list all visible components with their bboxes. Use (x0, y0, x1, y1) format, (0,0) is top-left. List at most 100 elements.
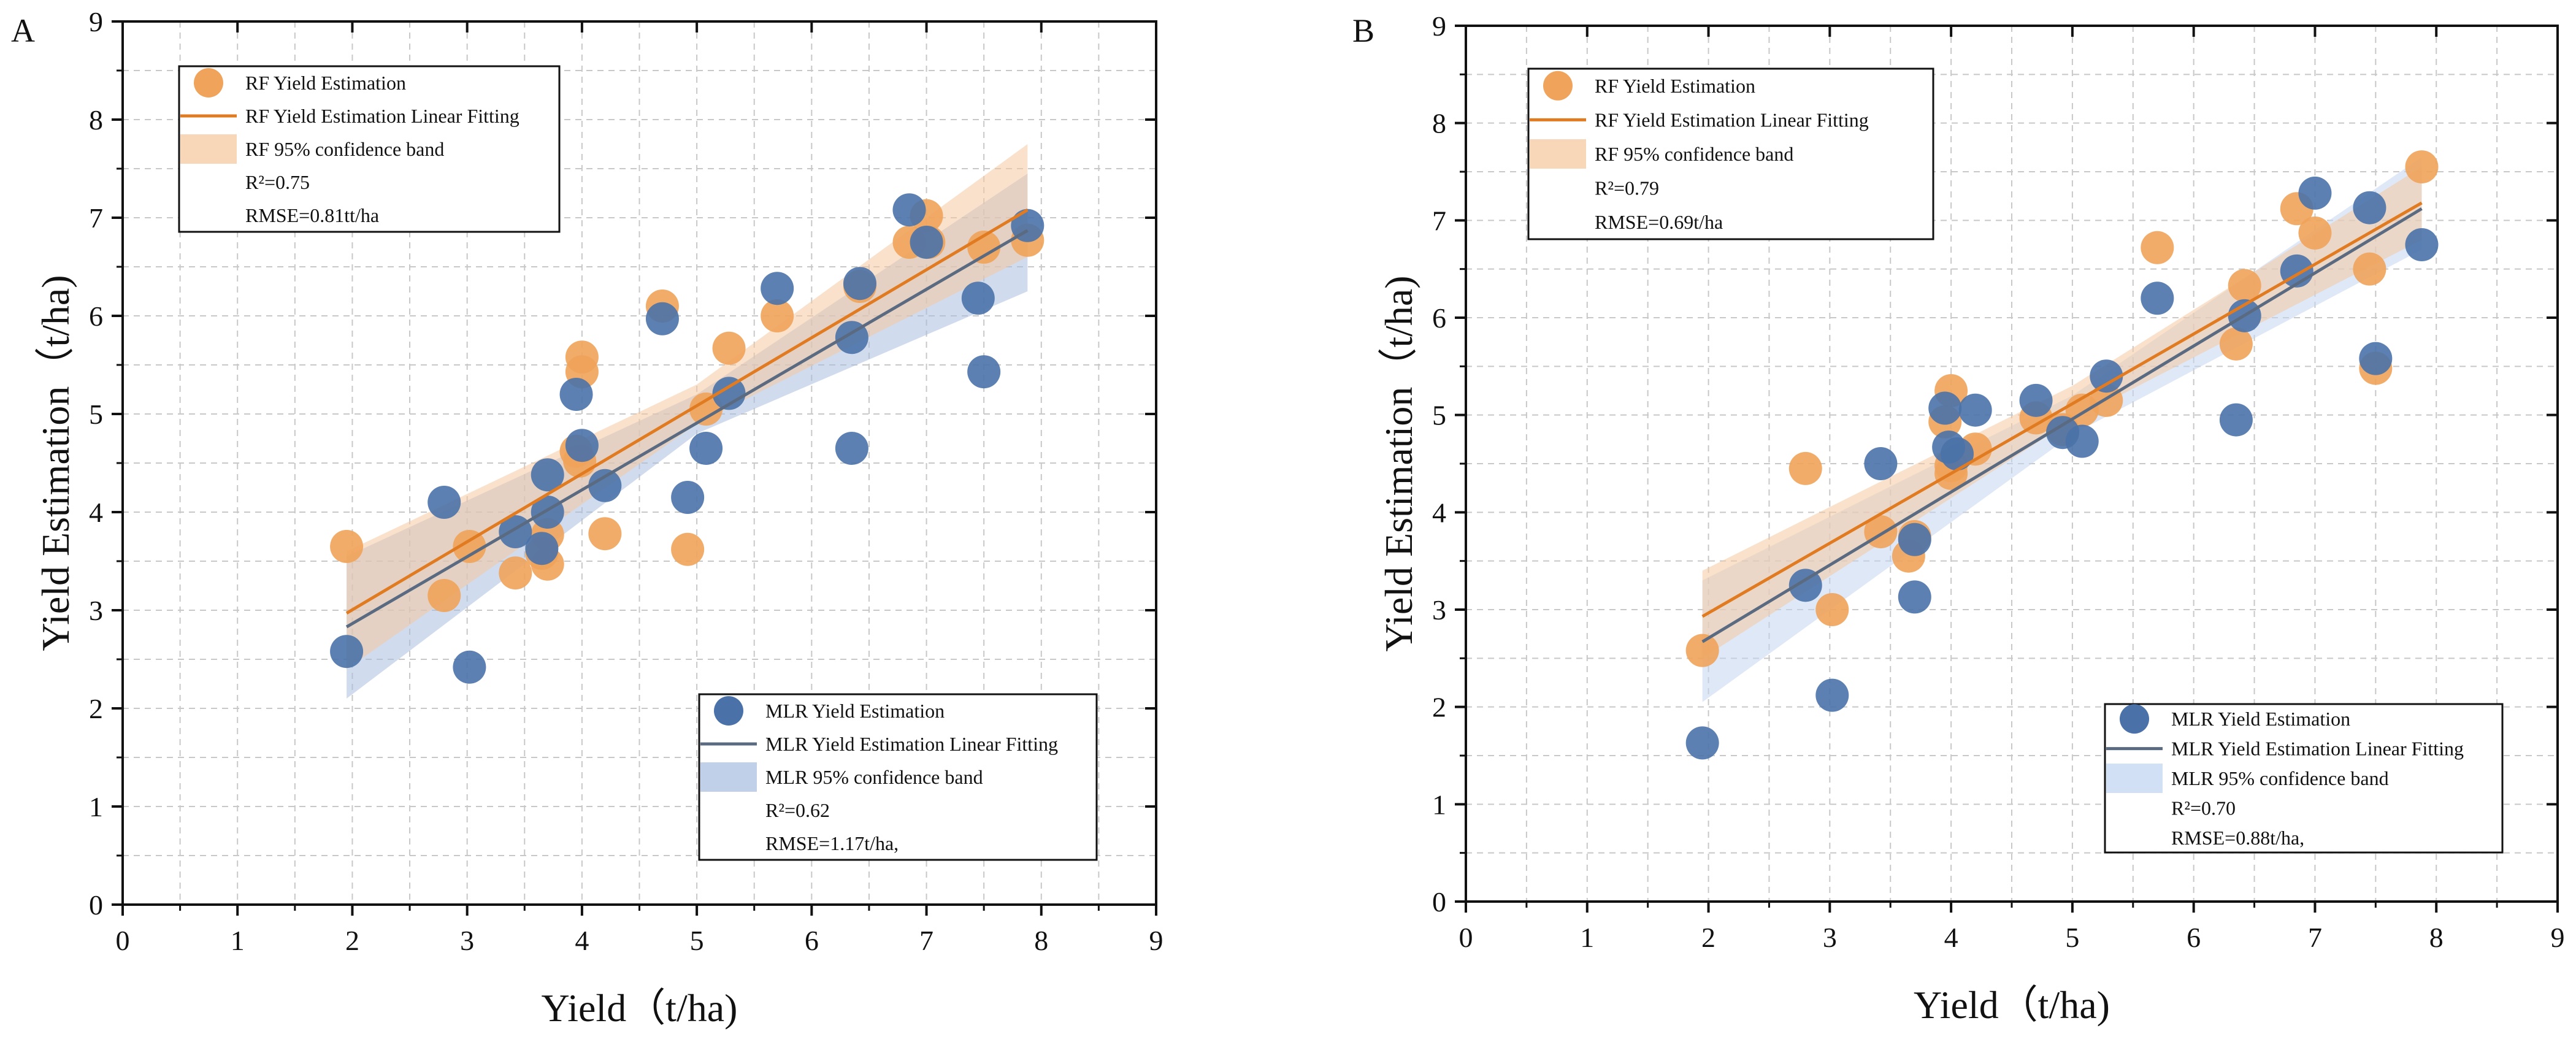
panel-label: A (11, 12, 35, 49)
legend-box (2104, 703, 2504, 854)
x-tick-label: 5 (690, 925, 704, 956)
panel-label: B (1352, 12, 1374, 49)
y-tick-label: 3 (1432, 594, 1446, 626)
scatter-point-mlr (2359, 342, 2393, 375)
scatter-point-mlr (565, 429, 599, 462)
legend-box (1527, 67, 1934, 240)
scatter-point-mlr (453, 650, 486, 684)
scatter-point-mlr (1788, 569, 1822, 602)
scatter-point-mlr (689, 432, 723, 465)
legend-label: MLR 95% confidence band (765, 766, 983, 788)
y-tick-label: 7 (89, 202, 103, 234)
scatter-point-mlr (2065, 424, 2099, 458)
legend-label: RF Yield Estimation Linear Fitting (1595, 109, 1869, 131)
scatter-point-mlr (2353, 191, 2386, 224)
y-tick-label: 9 (1432, 10, 1446, 42)
legend-bottom-right: MLR Yield Estimation MLR Yield Estimation… (698, 693, 1098, 861)
legend-label: RF Yield Estimation (1595, 75, 1755, 97)
x-tick-label: 5 (2065, 922, 2079, 953)
scatter-point-rf (2141, 231, 2174, 264)
x-tick-label: 7 (919, 925, 933, 956)
scatter-point-rf (588, 517, 622, 551)
scatter-point-rf (671, 532, 705, 566)
legend-marker (1543, 71, 1573, 101)
scatter-point-mlr (1928, 391, 1962, 425)
y-tick-label: 8 (1432, 108, 1446, 139)
legend-stat: R²=0.62 (765, 799, 830, 821)
legend-stat: RMSE=0.88t/ha, (2171, 827, 2304, 849)
legend-box (698, 693, 1098, 861)
scatter-point-rf (2228, 269, 2261, 302)
x-tick-label: 1 (231, 925, 245, 956)
x-tick-label: 3 (1823, 922, 1837, 953)
y-tick-label: 2 (1432, 692, 1446, 723)
scatter-point-mlr (559, 378, 593, 411)
scatter-point-mlr (1815, 678, 1849, 712)
y-tick-label: 5 (89, 399, 103, 430)
y-tick-label: 6 (1432, 302, 1446, 334)
scatter-point-mlr (2298, 176, 2332, 210)
scatter-point-mlr (761, 272, 794, 305)
scatter-point-mlr (712, 377, 746, 410)
x-tick-label: 6 (805, 925, 819, 956)
x-tick-label: 3 (460, 925, 474, 956)
legend-label: MLR Yield Estimation (765, 700, 945, 722)
scatter-point-rf (712, 331, 746, 365)
legend-marker (714, 696, 743, 726)
fit-line-rf (345, 209, 1029, 615)
legend-label: RF Yield Estimation Linear Fitting (245, 105, 519, 127)
legend-stat: R²=0.70 (2171, 797, 2236, 819)
scatter-point-mlr (588, 469, 622, 502)
scatter-point-rf (1815, 593, 1849, 626)
scatter-point-mlr (671, 481, 705, 514)
scatter-point-mlr (835, 432, 868, 465)
scatter-point-mlr (330, 635, 364, 668)
scatter-point-mlr (1958, 393, 1992, 427)
scatter-point-mlr (910, 226, 943, 259)
scatter-point-mlr (961, 282, 995, 315)
legend-band-swatch (700, 762, 757, 792)
x-tick-label: 4 (1944, 922, 1958, 953)
scatter-point-rf (761, 299, 794, 332)
y-tick-label: 4 (1432, 497, 1446, 528)
legend-label: MLR 95% confidence band (2171, 767, 2389, 789)
y-tick-label: 1 (1432, 789, 1446, 820)
scatter-point-mlr (2405, 228, 2439, 261)
x-tick-label: 1 (1580, 922, 1594, 953)
legend-top-left: RF Yield Estimation RF Yield Estimation L… (178, 65, 561, 233)
scatter-point-mlr (2019, 383, 2053, 417)
y-tick-label: 0 (89, 889, 103, 921)
x-tick-label: 2 (345, 925, 359, 956)
scatter-point-rf (1685, 634, 1719, 667)
x-tick-label: 0 (1459, 922, 1473, 953)
legend-band-swatch (2106, 764, 2163, 793)
legend-stat: R²=0.79 (1595, 177, 1659, 199)
y-tick-label: 1 (89, 791, 103, 822)
legend-label: MLR Yield Estimation Linear Fitting (2171, 738, 2464, 760)
scatter-point-rf (2219, 327, 2253, 361)
legend-band-swatch (180, 134, 237, 164)
legend-bottom-right: MLR Yield Estimation MLR Yield Estimation… (2104, 703, 2504, 854)
y-tick-label: 5 (1432, 400, 1446, 431)
legend-label: MLR Yield Estimation (2171, 708, 2350, 730)
scatter-point-mlr (2219, 403, 2253, 437)
x-tick-label: 8 (2429, 922, 2444, 953)
legend-stat: R²=0.75 (245, 171, 310, 193)
scatter-point-mlr (645, 302, 679, 335)
x-tick-label: 4 (575, 925, 589, 956)
legend-top-left: RF Yield Estimation RF Yield Estimation L… (1527, 67, 1934, 240)
scatter-point-rf (499, 556, 532, 590)
scatter-point-rf (330, 530, 364, 563)
legend-stat: RMSE=0.81tt/ha (245, 204, 379, 226)
legend-label: RF 95% confidence band (1595, 143, 1793, 165)
y-tick-label: 8 (89, 104, 103, 136)
y-axis-title: Yield Estimation（t/ha) (1377, 275, 1420, 651)
scatter-point-mlr (1864, 447, 1898, 480)
scatter-point-rf (2405, 150, 2439, 184)
y-axis-title: Yield Estimation（t/ha) (34, 275, 77, 651)
y-tick-label: 2 (89, 693, 103, 724)
y-tick-label: 4 (89, 497, 103, 528)
legend-label: RF 95% confidence band (245, 138, 444, 160)
scatter-point-rf (1788, 451, 1822, 485)
scatter-point-mlr (1685, 726, 1719, 760)
